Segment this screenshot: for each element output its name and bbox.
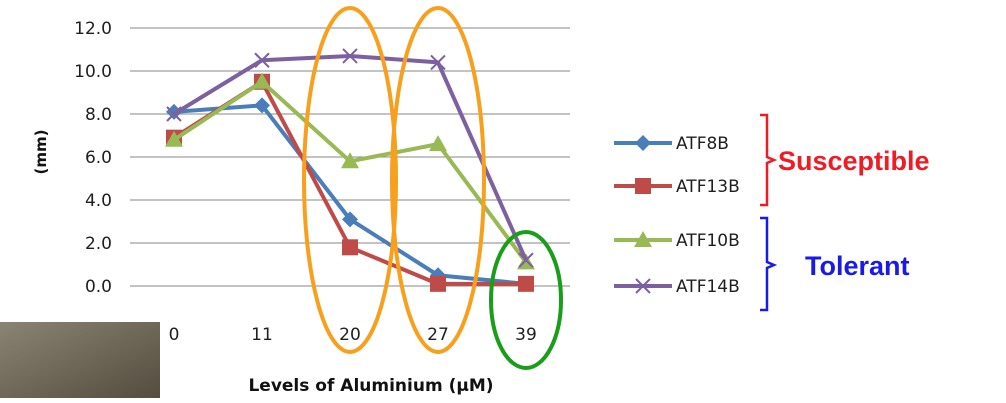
data-point xyxy=(430,54,446,71)
x-axis-label: Levels of Aluminium (µM) xyxy=(248,376,493,396)
green-highlight-ellipse xyxy=(489,230,563,370)
x-tick-label: 20 xyxy=(339,325,361,345)
y-tick-label: 12.0 xyxy=(74,19,112,39)
gridlines xyxy=(130,27,570,287)
data-point xyxy=(518,252,534,268)
data-point xyxy=(341,152,359,169)
data-point xyxy=(342,239,358,256)
y-tick-label: 6.0 xyxy=(85,148,112,168)
y-axis-label: (mm) xyxy=(32,130,50,175)
legend-label: ATF10B xyxy=(676,231,740,251)
orange-highlight-ellipse xyxy=(302,6,398,354)
data-point xyxy=(165,130,183,147)
legend-label: ATF14B xyxy=(676,277,740,297)
series-atf14b xyxy=(166,48,534,268)
legend-marker xyxy=(634,231,652,247)
x-axis-ticks: 0 11 20 27 39 xyxy=(169,325,537,345)
orange-highlight-ellipse xyxy=(390,6,486,354)
x-tick-label: 0 xyxy=(169,325,180,345)
data-point xyxy=(166,106,182,122)
series-lines xyxy=(165,48,535,292)
legend-marker xyxy=(635,278,651,294)
tolerant-bracket xyxy=(760,216,778,312)
data-point xyxy=(430,275,446,292)
legend-marker xyxy=(635,135,651,151)
x-tick-label: 39 xyxy=(515,325,537,345)
data-point xyxy=(342,211,358,228)
data-point xyxy=(342,48,358,64)
legend-item-atf10b: ATF10B xyxy=(614,231,740,251)
legend-item-atf14b: ATF14B xyxy=(614,277,740,297)
susceptible-bracket xyxy=(760,113,778,207)
highlight-ellipses xyxy=(302,6,563,370)
data-point xyxy=(254,97,270,114)
series-atf8b xyxy=(166,97,534,292)
legend: ATF8B ATF13B ATF10B ATF14B xyxy=(614,134,740,297)
y-tick-label: 4.0 xyxy=(85,191,112,211)
legend-label: ATF8B xyxy=(676,134,729,154)
series-atf10b xyxy=(165,72,535,270)
legend-item-atf13b: ATF13B xyxy=(614,177,740,197)
y-tick-label: 2.0 xyxy=(85,234,112,254)
data-point xyxy=(253,72,271,89)
photo-thumbnail xyxy=(0,322,160,398)
legend-item-atf8b: ATF8B xyxy=(614,134,729,154)
susceptible-label: Susceptible xyxy=(778,146,930,176)
legend-label: ATF13B xyxy=(676,177,740,197)
y-tick-label: 8.0 xyxy=(85,105,112,125)
y-axis-ticks: 0.0 2.0 4.0 6.0 8.0 10.0 12.0 xyxy=(74,19,112,297)
x-tick-label: 27 xyxy=(427,325,449,345)
data-point xyxy=(254,52,270,68)
data-point xyxy=(518,275,534,292)
data-point xyxy=(429,135,447,152)
legend-marker xyxy=(635,178,651,194)
x-tick-label: 11 xyxy=(251,325,273,345)
tolerant-label: Tolerant xyxy=(805,251,910,281)
y-tick-label: 10.0 xyxy=(74,62,112,82)
y-tick-label: 0.0 xyxy=(85,277,112,297)
